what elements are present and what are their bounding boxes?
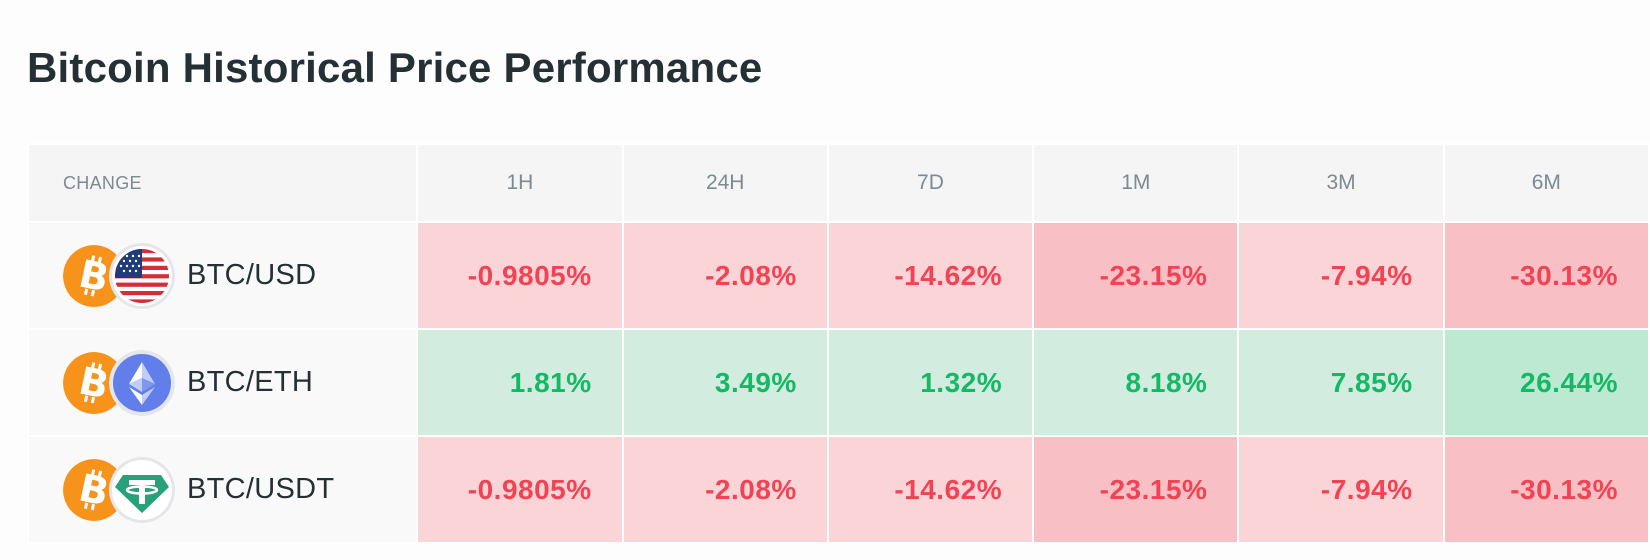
change-6m-cell: 26.44% (1442, 328, 1650, 437)
column-header-24h: 24H (621, 143, 829, 223)
change-24h-cell: -2.08% (621, 435, 829, 544)
change-1m-cell: -23.15% (1032, 435, 1240, 544)
price-performance-table: CHANGE 1H 24H 7D 1M 3M 6M B (26, 143, 1650, 544)
pair-cell[interactable]: B (26, 221, 419, 330)
pair-label: BTC/USDT (187, 473, 335, 505)
change-1h-cell: -0.9805% (416, 221, 624, 330)
change-1m-cell: -23.15% (1032, 221, 1240, 330)
column-header-6m: 6M (1442, 143, 1650, 223)
change-24h-cell: 3.49% (621, 328, 829, 437)
column-header-change: CHANGE (26, 143, 419, 223)
bitcoin-icon: B (63, 351, 125, 414)
column-header-7d: 7D (826, 143, 1035, 223)
page-title: Bitcoin Historical Price Performance (27, 44, 763, 91)
change-3m-cell: 7.85% (1237, 328, 1445, 437)
change-7d-cell: -14.62% (826, 435, 1035, 544)
tether-icon (109, 456, 175, 523)
column-header-3m: 3M (1237, 143, 1445, 223)
column-header-1h: 1H (416, 143, 624, 223)
table-row: B (26, 435, 1650, 544)
change-1h-cell: -0.9805% (416, 435, 624, 544)
change-1h-cell: 1.81% (416, 328, 624, 437)
change-6m-cell: -30.13% (1442, 221, 1650, 330)
table-row: B (26, 221, 1650, 330)
column-header-1m: 1M (1032, 143, 1240, 223)
change-3m-cell: -7.94% (1237, 435, 1445, 544)
bitcoin-icon: B (63, 458, 125, 521)
pair-label: BTC/USD (187, 259, 317, 291)
change-7d-cell: -14.62% (826, 221, 1035, 330)
pair-cell[interactable]: B (26, 435, 419, 544)
change-7d-cell: 1.32% (826, 328, 1035, 437)
change-6m-cell: -30.13% (1442, 435, 1650, 544)
pair-label: BTC/ETH (187, 366, 314, 398)
ethereum-icon (109, 349, 175, 416)
change-1m-cell: 8.18% (1032, 328, 1240, 437)
pair-cell[interactable]: B (26, 328, 419, 437)
table-header-row: CHANGE 1H 24H 7D 1M 3M 6M (26, 143, 1650, 223)
table-row: B (26, 328, 1650, 437)
change-3m-cell: -7.94% (1237, 221, 1445, 330)
bitcoin-icon: B (63, 244, 125, 307)
change-24h-cell: -2.08% (621, 221, 829, 330)
us-flag-icon (109, 242, 175, 309)
